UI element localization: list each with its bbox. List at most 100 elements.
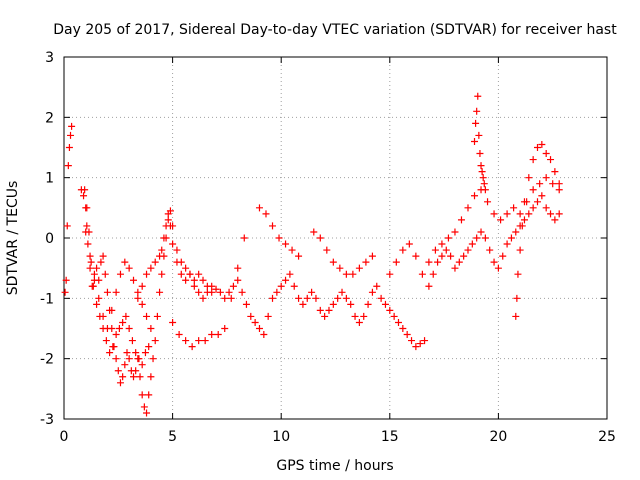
- data-point: [451, 264, 459, 272]
- data-point: [212, 285, 220, 293]
- data-point: [481, 234, 489, 242]
- data-point: [478, 168, 486, 176]
- data-point: [147, 264, 155, 272]
- data-point: [455, 258, 463, 266]
- data-point: [431, 246, 439, 254]
- data-point: [490, 258, 498, 266]
- data-point: [255, 204, 263, 212]
- data-point: [247, 312, 255, 320]
- chart-title: Day 205 of 2017, Sidereal Day-to-day VTE…: [53, 22, 617, 38]
- data-point: [484, 198, 492, 206]
- data-point: [67, 131, 75, 139]
- data-point: [538, 140, 546, 148]
- data-point: [238, 288, 246, 296]
- data-point: [234, 264, 242, 272]
- y-tick-label: -1: [40, 291, 54, 307]
- data-point: [68, 122, 76, 130]
- data-point: [460, 252, 468, 260]
- data-point: [89, 282, 97, 290]
- data-point: [65, 144, 73, 151]
- data-point: [399, 325, 407, 332]
- data-point: [547, 156, 555, 164]
- data-point: [475, 131, 483, 139]
- data-point: [355, 318, 363, 326]
- data-point: [80, 192, 88, 200]
- data-point: [136, 373, 144, 381]
- data-point: [338, 288, 346, 296]
- data-point: [84, 240, 92, 248]
- data-point: [299, 300, 307, 308]
- data-point: [164, 216, 172, 224]
- data-point: [308, 288, 316, 296]
- data-point: [64, 162, 72, 170]
- data-point: [115, 325, 123, 332]
- data-point: [477, 228, 485, 236]
- data-point: [295, 252, 303, 260]
- data-point: [549, 180, 557, 188]
- data-point: [138, 282, 146, 290]
- data-point: [199, 294, 207, 302]
- x-tick-label: 10: [272, 429, 290, 445]
- data-point: [275, 234, 283, 242]
- data-point: [90, 276, 98, 284]
- data-point: [182, 276, 190, 284]
- data-point: [135, 355, 143, 363]
- data-point: [119, 373, 127, 381]
- data-point: [312, 294, 320, 302]
- data-point: [442, 246, 450, 254]
- data-point: [134, 294, 142, 302]
- data-point: [421, 337, 429, 345]
- data-point: [321, 312, 329, 320]
- y-tick-label: -2: [40, 352, 54, 368]
- data-point: [208, 282, 216, 290]
- data-point: [542, 150, 550, 158]
- x-tick-label: 25: [598, 429, 616, 445]
- y-tick-label: 1: [45, 171, 54, 187]
- data-point: [62, 276, 70, 284]
- data-point: [386, 306, 394, 314]
- data-point: [457, 216, 465, 224]
- y-tick-label: 2: [45, 110, 54, 126]
- data-point: [416, 340, 424, 348]
- data-point: [264, 312, 272, 320]
- data-point: [418, 270, 426, 278]
- data-point: [512, 228, 520, 236]
- y-axis-label: SDTVAR / TECUs: [5, 181, 21, 296]
- data-point: [138, 300, 146, 308]
- data-point: [444, 234, 452, 242]
- data-point: [251, 318, 259, 326]
- data-point: [86, 264, 94, 272]
- data-point: [347, 300, 355, 308]
- data-point: [277, 282, 285, 290]
- data-point: [342, 294, 350, 302]
- data-point: [310, 228, 318, 236]
- data-point: [149, 355, 157, 363]
- data-point: [471, 137, 479, 145]
- data-point: [121, 258, 129, 266]
- data-point: [195, 270, 203, 278]
- data-point: [145, 391, 153, 399]
- data-point: [130, 276, 138, 284]
- data-point: [186, 270, 194, 278]
- data-point: [151, 258, 159, 266]
- data-point: [334, 294, 342, 302]
- data-point: [169, 318, 177, 326]
- data-point: [158, 246, 166, 254]
- x-tick-label: 0: [60, 429, 69, 445]
- data-point: [158, 270, 166, 278]
- data-point: [290, 282, 298, 290]
- data-point: [93, 264, 101, 272]
- data-point: [288, 246, 296, 254]
- data-point: [82, 228, 90, 236]
- data-point: [103, 325, 111, 332]
- data-point: [269, 294, 277, 302]
- data-point: [103, 288, 111, 296]
- data-point: [494, 264, 502, 272]
- data-point: [195, 288, 203, 296]
- data-point: [90, 270, 98, 278]
- x-axis-label: GPS time / hours: [276, 458, 393, 474]
- data-point: [542, 204, 550, 212]
- data-point: [490, 210, 498, 218]
- data-point: [273, 288, 281, 296]
- data-point: [106, 349, 114, 357]
